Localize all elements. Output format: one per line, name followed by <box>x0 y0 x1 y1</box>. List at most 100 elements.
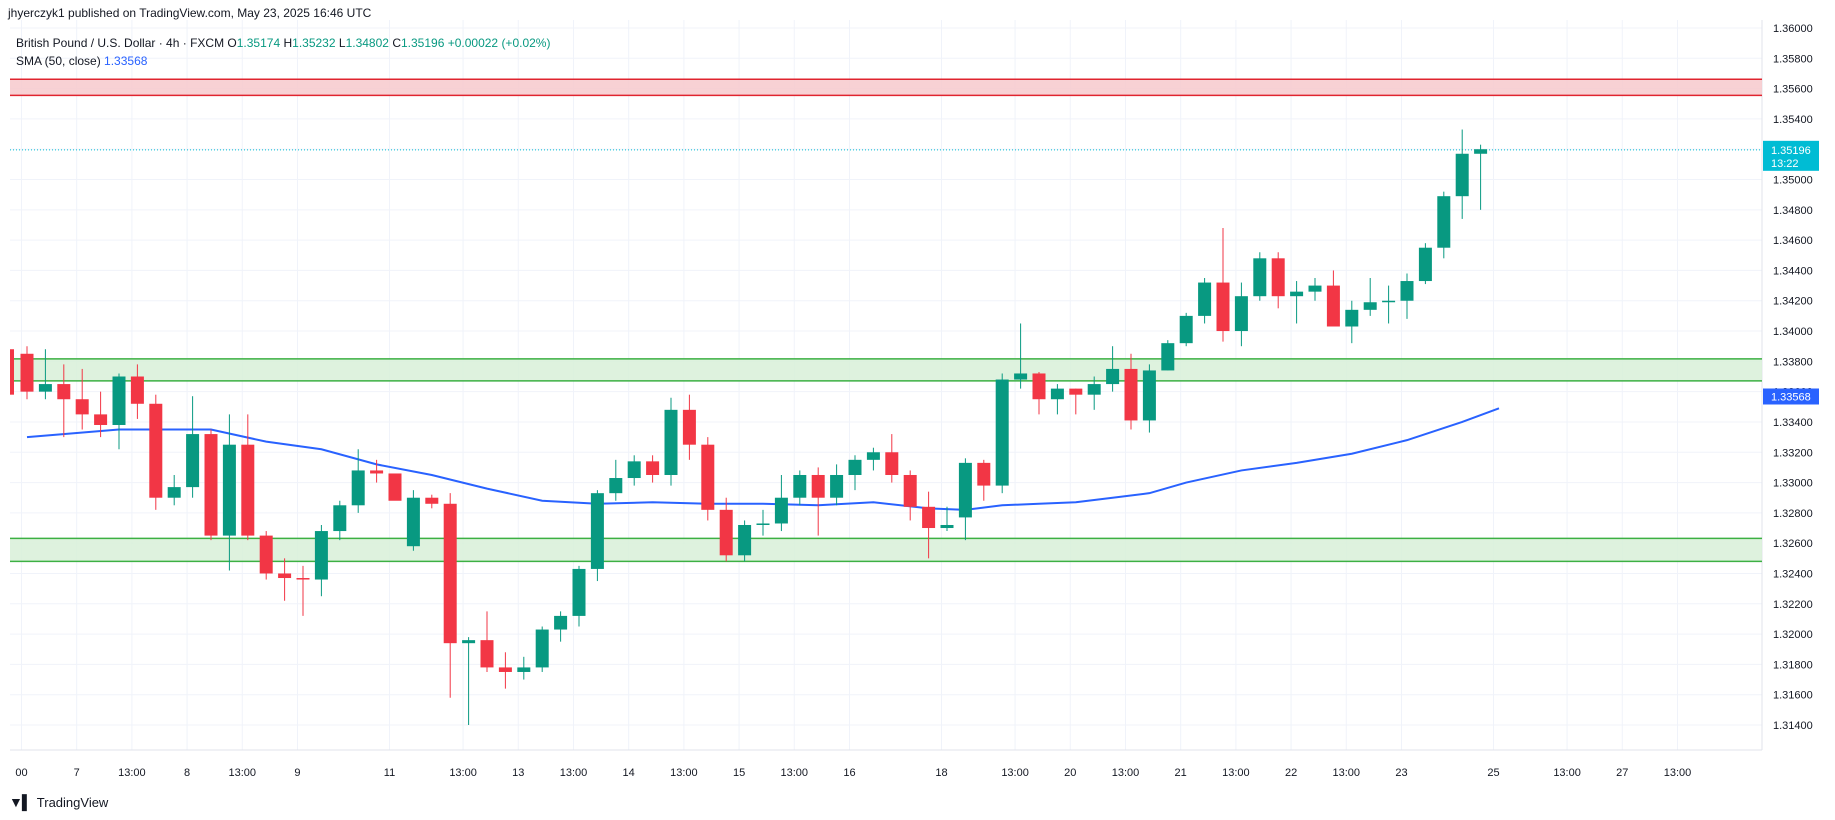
candle-body <box>1290 291 1304 297</box>
candle-body <box>554 615 568 630</box>
price-tick-label: 1.35600 <box>1773 84 1813 96</box>
candle-body <box>1326 285 1340 327</box>
candle-body <box>314 531 328 580</box>
time-tick-label: 14 <box>623 767 635 779</box>
candle-body <box>1400 281 1414 301</box>
time-tick-label: 11 <box>384 767 395 779</box>
time-tick-label: 13 <box>512 767 524 779</box>
candle-body <box>958 462 972 518</box>
sma-price-tag-text: 1.33568 <box>1771 392 1811 404</box>
time-tick-label: 9 <box>294 767 300 779</box>
price-tick-label: 1.32800 <box>1773 508 1813 520</box>
time-tick-label: 16 <box>843 767 855 779</box>
high-value: 1.35232 <box>292 36 336 50</box>
candle-body <box>1069 388 1083 395</box>
low-label: L <box>338 36 346 50</box>
candle-body <box>406 497 420 547</box>
candle-body <box>1474 149 1488 154</box>
time-tick-label: 13:00 <box>1553 767 1581 779</box>
candle-body <box>425 497 439 504</box>
candle-body <box>443 503 457 644</box>
price-tick-label: 1.32200 <box>1773 599 1813 611</box>
candle-body <box>259 535 273 574</box>
candle-body <box>1234 296 1248 332</box>
candle-body <box>130 376 144 404</box>
candle-body <box>756 523 770 525</box>
price-tick-label: 1.32600 <box>1773 538 1813 550</box>
candle-body <box>1198 282 1212 316</box>
price-tick-label: 1.35800 <box>1773 53 1813 65</box>
price-tick-label: 1.31600 <box>1773 690 1813 702</box>
time-tick-label: 13:00 <box>449 767 477 779</box>
candle-body <box>480 640 494 668</box>
change-value: +0.00022 (+0.02%) <box>447 36 551 50</box>
candle-body <box>1161 343 1175 371</box>
time-tick-label: 22 <box>1285 767 1297 779</box>
symbol-title[interactable]: British Pound / U.S. Dollar · 4h · FXCM <box>16 36 225 50</box>
candle-body <box>517 667 531 672</box>
sma-value: 1.33568 <box>104 54 148 68</box>
candle-body <box>1179 315 1193 344</box>
time-tick-label: 7 <box>74 767 80 779</box>
candle-body <box>204 434 218 536</box>
time-tick-label: 25 <box>1487 767 1499 779</box>
candle-body <box>793 474 807 498</box>
low-value: 1.34802 <box>345 36 389 50</box>
price-tick-label: 1.32000 <box>1773 629 1813 641</box>
candle-body <box>241 444 255 536</box>
candle-body <box>995 379 1009 486</box>
candle-body <box>112 376 126 425</box>
price-zones <box>10 78 1762 563</box>
candle-body <box>57 384 71 400</box>
candle-body <box>20 353 34 392</box>
price-tick-label: 1.34800 <box>1773 205 1813 217</box>
time-tick-label: 13:00 <box>118 767 146 779</box>
price-tick-label: 1.33400 <box>1773 417 1813 429</box>
time-tick-label: 00 <box>15 767 27 779</box>
candle-body <box>370 470 384 474</box>
candle-body <box>738 524 752 556</box>
close-label: C <box>392 36 401 50</box>
time-tick-label: 13:00 <box>670 767 698 779</box>
zone-support-upper <box>10 358 1762 381</box>
price-tick-label: 1.35400 <box>1773 114 1813 126</box>
price-axis[interactable]: 1.360001.358001.356001.354001.352001.350… <box>1773 23 1813 732</box>
time-tick-label: 20 <box>1064 767 1076 779</box>
candle-body <box>296 578 310 580</box>
candle-body <box>1106 368 1120 385</box>
candle-body <box>1437 196 1451 248</box>
price-tick-label: 1.31800 <box>1773 659 1813 671</box>
tradingview-brand[interactable]: ▼▌ TradingView <box>9 794 108 810</box>
candle-body <box>922 506 936 529</box>
sma-price-tag <box>1763 388 1819 405</box>
candle-body <box>830 474 844 498</box>
candle-body <box>278 573 292 579</box>
candle-body <box>38 384 52 392</box>
candle-body <box>94 414 108 425</box>
candle-body <box>940 524 954 529</box>
time-tick-label: 18 <box>935 767 947 779</box>
time-tick-label: 13:00 <box>1001 767 1029 779</box>
candle-body <box>719 509 733 556</box>
candle-body <box>333 505 347 532</box>
candle-body <box>75 399 89 415</box>
candles <box>10 129 1488 725</box>
candle-body <box>590 493 604 569</box>
legend-sma-row: SMA (50, close) 1.33568 <box>16 52 550 70</box>
brand-text: TradingView <box>36 794 109 810</box>
price-tick-label: 1.34200 <box>1773 296 1813 308</box>
candle-body <box>664 409 678 475</box>
time-tick-label: 13:00 <box>560 767 588 779</box>
time-tick-label: 8 <box>184 767 190 779</box>
candle-body <box>351 470 365 506</box>
time-axis[interactable]: 00 7 13:00 8 13:00 9 11 13:00 13 13:00 14 13:00 15 13… <box>15 767 1691 779</box>
sma-label[interactable]: SMA (50, close) <box>16 54 101 68</box>
candle-body <box>388 473 402 501</box>
candle-body <box>186 434 200 488</box>
time-tick-label: 13:00 <box>1664 767 1692 779</box>
candle-body <box>682 409 696 445</box>
time-tick-label: 13:00 <box>1112 767 1140 779</box>
close-value: 1.35196 <box>400 36 445 50</box>
zone-resistance <box>10 79 1762 96</box>
